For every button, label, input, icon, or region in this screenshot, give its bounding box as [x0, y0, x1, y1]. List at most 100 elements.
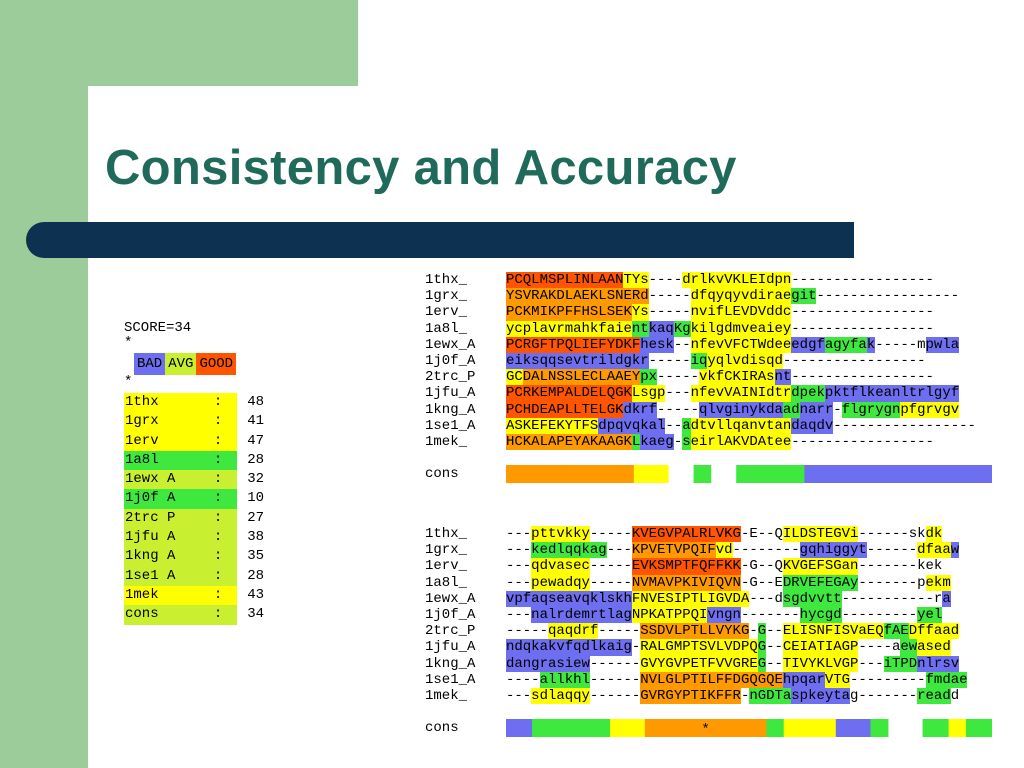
residue: s [942, 655, 951, 672]
residue: - [740, 687, 750, 704]
residue: P [673, 574, 683, 591]
residue: R [522, 336, 532, 353]
residue: G [833, 574, 842, 591]
color-legend: BAD AVG GOOD [134, 353, 264, 375]
consensus-label: cons [425, 720, 459, 737]
residue: y [581, 574, 590, 591]
residue: - [631, 671, 641, 688]
residue: r [816, 671, 825, 688]
residue: E [808, 558, 817, 575]
residue: s [531, 352, 540, 370]
residue: F [715, 671, 725, 688]
residue: t [833, 687, 842, 705]
residue: y [581, 687, 590, 705]
residue: i [732, 401, 741, 418]
residue: - [522, 687, 532, 704]
residue: p [657, 385, 666, 402]
residue: d [514, 639, 523, 656]
residue: a [564, 590, 574, 607]
residue: K [623, 336, 632, 353]
residue: m [564, 320, 574, 337]
score-row-value: 28 [236, 566, 264, 586]
residue: f [925, 542, 934, 559]
residue: g [598, 542, 607, 559]
residue: s [766, 369, 775, 386]
residue: G [606, 401, 616, 418]
residue: K [522, 433, 532, 451]
residue: E [657, 542, 666, 559]
residue: K [682, 574, 691, 591]
alignment-row: 1a8l_ - - - p e w a d q y - - - - - N V M A V P K I V I Q V N - G - - E D R… [425, 574, 992, 591]
consensus-cell [795, 465, 806, 484]
residue: - [925, 320, 934, 337]
residue: l [925, 655, 934, 672]
consensus-cell [693, 465, 703, 484]
residue: v [698, 304, 708, 321]
residue: g [791, 288, 800, 305]
residue: e [782, 288, 792, 305]
residue: - [883, 352, 892, 369]
residue: - [506, 542, 515, 559]
residue: - [950, 417, 960, 434]
residue: E [564, 433, 574, 451]
residue: d [640, 288, 649, 305]
residue: - [782, 352, 792, 369]
residue: f [648, 401, 658, 418]
residue: i [698, 320, 708, 337]
residue: - [891, 671, 901, 688]
residue: P [640, 606, 649, 624]
residue: R [740, 655, 750, 672]
residue: g [808, 336, 817, 353]
residue: t [774, 385, 783, 402]
residue: G [665, 655, 674, 672]
residue: - [665, 288, 674, 305]
residue: - [757, 526, 767, 542]
residue: d [623, 401, 632, 418]
residue: G [615, 385, 624, 402]
residue: L [573, 385, 582, 402]
residue: - [589, 687, 599, 704]
residue: e [539, 542, 548, 559]
consensus-cell [775, 719, 785, 738]
residue: d [942, 671, 951, 688]
score-row-value: 38 [236, 528, 264, 548]
residue: G [841, 655, 851, 672]
consensus-cell [974, 465, 985, 484]
residue: P [682, 671, 691, 688]
consensus-cell [922, 719, 932, 738]
residue: - [514, 558, 523, 575]
consensus-cell [557, 465, 567, 484]
residue: Q [875, 623, 884, 640]
residue: e [623, 320, 632, 337]
residue: F [581, 417, 590, 434]
consensus-cell [688, 719, 698, 738]
residue: E [581, 369, 590, 386]
residue: - [875, 558, 884, 575]
consensus-cell [761, 465, 771, 484]
residue: - [925, 288, 934, 305]
residue: - [816, 272, 825, 288]
residue: p [824, 385, 834, 402]
residue: d [539, 558, 548, 575]
residue: f [950, 385, 960, 402]
legend-item: BAD [134, 353, 166, 375]
residue: - [799, 304, 809, 321]
residue: G [749, 574, 758, 591]
residue: k [690, 320, 699, 337]
residue: - [757, 542, 767, 559]
sequence-name: 1ewx_A [425, 590, 476, 607]
score-row: 1jfu A :38 [124, 528, 264, 548]
residue: N [749, 385, 758, 402]
residue: A [757, 433, 767, 451]
residue: a [539, 639, 548, 656]
residue: t [539, 526, 548, 543]
residue: F [598, 336, 607, 353]
residue: f [598, 320, 607, 337]
residue: - [841, 272, 851, 288]
residue: - [841, 369, 851, 386]
residue: L [631, 385, 641, 402]
score-row-colon: : [205, 393, 237, 413]
residue: T [623, 272, 632, 289]
residue: l [933, 606, 943, 624]
score-row: cons :34 [124, 605, 264, 625]
